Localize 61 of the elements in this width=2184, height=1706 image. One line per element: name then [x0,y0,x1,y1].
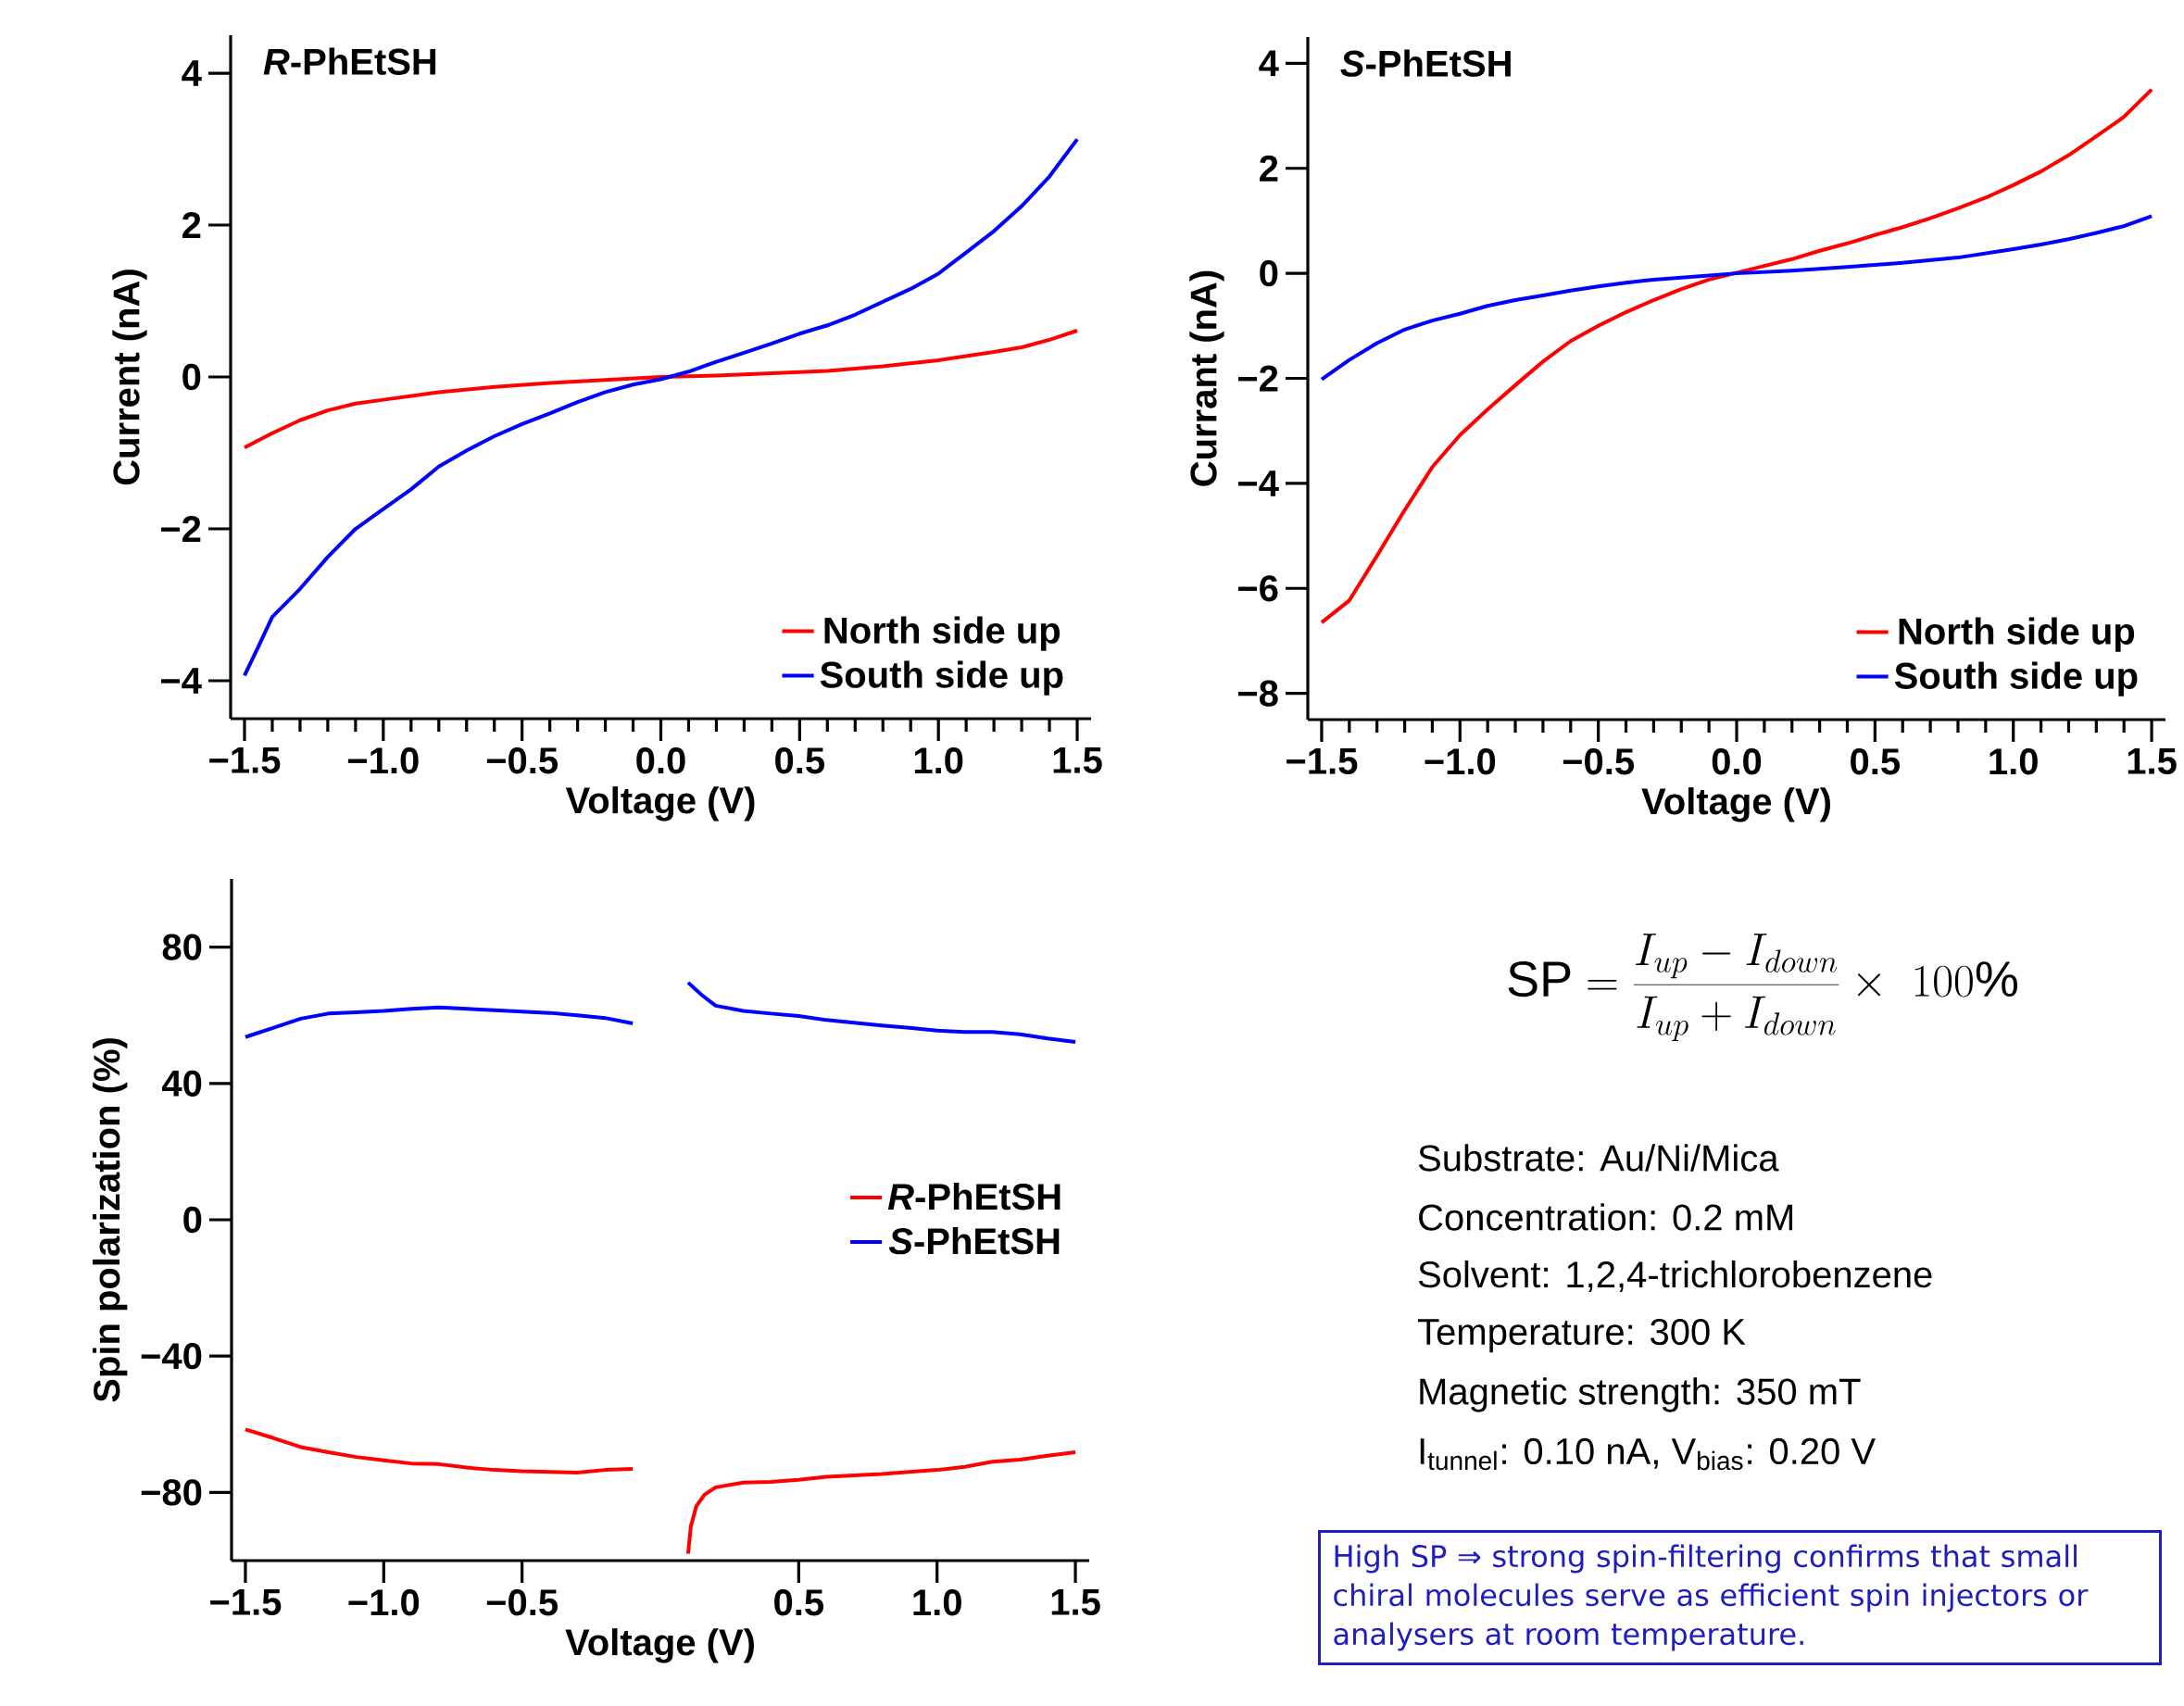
text: Substrate: Au/Ni/Mica [1418,1144,1779,1172]
x-tick-label: 0.5 [774,1589,824,1616]
y-axis-title: Currant (nA) [1189,270,1224,486]
x-tick-label: −0.5 [486,747,559,774]
x-tick-label: 0.5 [775,747,825,774]
x-tick-label: −1.5 [209,747,281,773]
y-tick-label: −4 [160,668,202,694]
x-axis-title: Voltage (V) [565,1628,754,1663]
x-tick-label: 1.0 [914,747,963,774]
y-tick-label: −2 [1237,365,1278,392]
x-axis-title: Voltage (V) [1641,787,1830,822]
x-tick-label: 1.5 [2128,748,2177,774]
y-tick-label: 2 [1260,155,1278,182]
chart-title: R-PhEtSH [263,47,436,75]
legend-label: South side up [1894,661,2138,696]
y-axis-title: Current (nA) [112,270,147,485]
legend-label: R-PhEtSH [887,1183,1061,1211]
legend-label: North side up [824,616,1061,651]
y-tick-label: 4 [182,60,202,86]
x-tick-label: −1.5 [210,1589,282,1615]
y-tick-label: 0 [183,1206,202,1234]
x-axis-title: Voltage (V) [565,786,755,822]
x-tick-label: 0.0 [1712,748,1762,775]
text: $\mathrm{SP} = \frac{I_{up} - I_{down}}{I_{up} + I_{down}} \times\ 100\%$ [1508,934,2017,1041]
y-tick-label: −2 [160,516,201,542]
y-tick-label: −80 [141,1479,202,1506]
legend-label: North side up [1899,617,2135,652]
line-series [242,328,1080,450]
x-tick-label: 1.0 [913,1589,961,1616]
y-tick-label: −8 [1237,680,1278,707]
y-tick-label: 40 [162,1070,202,1097]
x-tick-label: −1.0 [348,747,419,774]
x-tick-label: 1.0 [1989,748,2038,775]
y-tick-label: 80 [162,934,202,960]
x-tick-label: −1.0 [348,1589,420,1616]
legend-label: S-PhEtSH [888,1227,1060,1255]
x-tick-label: −0.5 [486,1589,559,1616]
y-tick-label: 2 [182,212,201,238]
x-tick-label: −0.5 [1563,748,1635,775]
chart-title: S-PhEtSH [1340,49,1511,77]
text: Temperature: 300 K [1417,1318,1746,1353]
y-tick-label: −6 [1237,575,1278,602]
x-tick-label: −1.5 [1287,748,1358,774]
x-tick-label: 0.5 [1851,748,1901,775]
y-tick-label: 4 [1259,50,1279,77]
text: Magnetic strength: 350 mT [1420,1377,1861,1412]
text: Concentration: 0.2 mM [1419,1203,1793,1231]
text: I$_{tunnel}$: 0.10 nA, V$_{bias}$: 0.20 V [1420,1437,1876,1471]
y-tick-label: 0 [182,363,201,391]
line-series [1319,214,2154,382]
y-tick-label: 0 [1260,259,1278,287]
x-tick-label: 0.0 [636,747,685,774]
x-tick-label: 1.5 [1051,1589,1100,1615]
x-tick-label: −1.0 [1425,748,1496,775]
y-tick-label: −40 [141,1343,202,1370]
y-axis-title: Spin polarization (%) [93,1038,128,1402]
y-tick-label: −4 [1237,470,1279,496]
text: High SP ⇒ strong spin-filtering confirms that small chiral molecules serve as efficient spin injectors or analysers at room temperature. [1334,1544,2089,1651]
legend-label: South side up [820,660,1063,696]
text: Solvent: 1,2,4-trichlorobenzene [1418,1260,1932,1293]
x-tick-label: 1.5 [1053,747,1102,773]
